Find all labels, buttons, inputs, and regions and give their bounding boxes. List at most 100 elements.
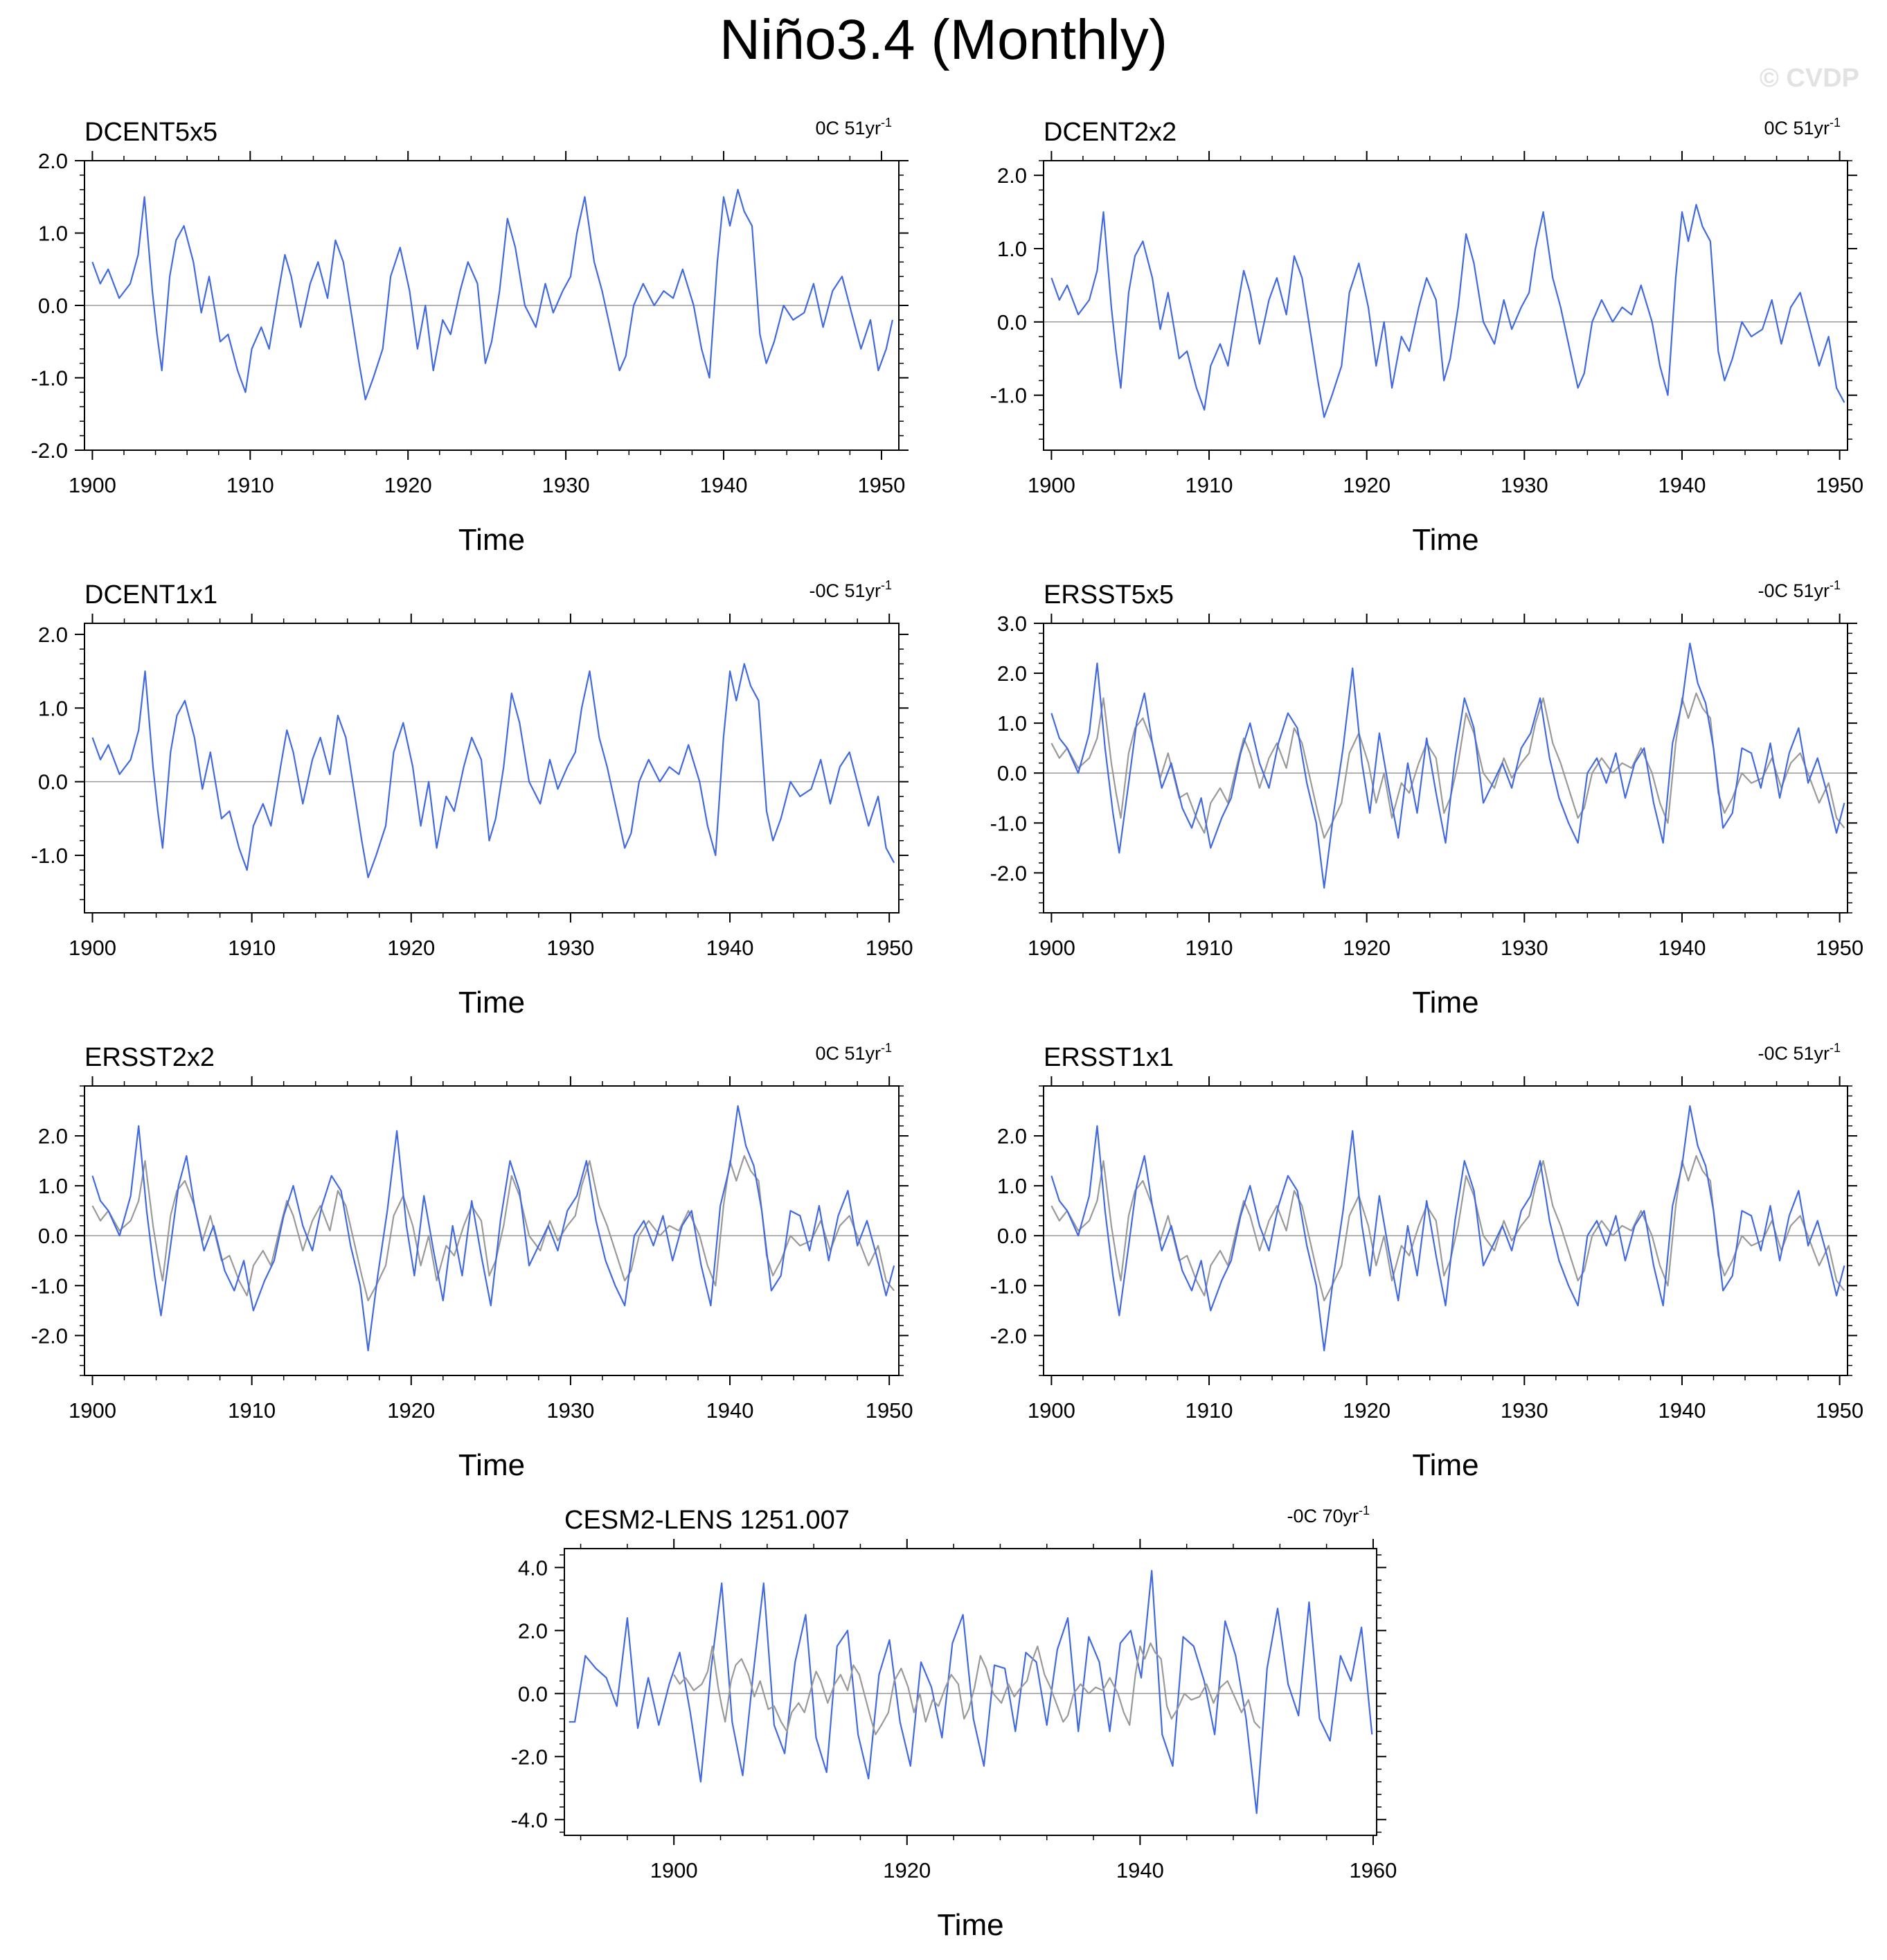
x-tick-label: 1940 [1658,473,1706,497]
x-tick-label: 1940 [700,473,748,497]
x-axis-label: Time [458,523,525,557]
panel-4: -2.0 -1.0 0.0 1.0 2.0 1900 1910 1920 1930 1940 195… [31,1041,913,1482]
y-tick-label: -1.0 [990,1274,1027,1298]
x-tick-label: 1900 [650,1858,698,1882]
y-tick-label: 0.0 [518,1682,548,1706]
y-tick-label: 1.0 [997,1174,1027,1198]
y-tick-label: 2.0 [38,1124,68,1148]
x-tick-label: 1930 [546,1398,594,1423]
x-tick-label: 1900 [1028,1398,1075,1423]
plot-frame [84,1085,900,1376]
x-axis-label: Time [458,1448,525,1482]
x-tick-label: 1900 [69,1398,116,1423]
panel-trend-superscript: -1 [1830,578,1841,592]
panel-1: -1.0 0.0 1.0 2.0 1900 1910 1920 1930 1940 1950 DCE… [990,116,1864,557]
x-tick-label: 1920 [883,1858,931,1882]
y-tick-label: 0.0 [38,770,68,794]
y-tick-label: 1.0 [38,1174,68,1198]
y-tick-label: 2.0 [38,149,68,173]
plot-frame [84,623,900,914]
x-tick-label: 1920 [387,936,435,960]
panel-title: DCENT5x5 [84,118,217,147]
panel-trend-superscript: -1 [1830,116,1841,130]
panel-2: -1.0 0.0 1.0 2.0 1900 1910 1920 1930 1940 1950 DCE… [31,578,913,1019]
y-tick-label: -1.0 [31,1274,68,1298]
series-line-1 [673,1642,1261,1736]
y-tick-label: -1.0 [31,366,68,391]
x-tick-label: 1920 [1343,1398,1390,1423]
y-tick-label: 2.0 [997,163,1027,188]
y-tick-label: -2.0 [511,1745,548,1769]
figure-title: Niño3.4 (Monthly) [719,8,1168,71]
x-tick-label: 1910 [1186,473,1233,497]
y-tick-label: -2.0 [990,1324,1027,1348]
panel-trend: -0C 51yr-1 [1758,1041,1841,1064]
series-line-0 [91,188,893,401]
y-tick-label: 1.0 [997,237,1027,261]
panel-trend-superscript: -1 [881,578,892,592]
x-tick-label: 1900 [1028,473,1075,497]
x-tick-label: 1950 [1816,1398,1863,1423]
x-tick-label: 1940 [1116,1858,1164,1882]
y-tick-label: 1.0 [997,711,1027,736]
x-tick-label: 1960 [1349,1858,1397,1882]
y-tick-label: 4.0 [518,1556,548,1580]
x-tick-label: 1920 [384,473,432,497]
x-tick-label: 1950 [1816,936,1863,960]
panel-trend-superscript: -1 [1359,1504,1370,1517]
panel-3: -2.0 -1.0 0.0 1.0 2.0 3.0 1900 1910 1920 1930 1940… [990,578,1864,1019]
y-tick-label: -1.0 [31,844,68,868]
x-tick-label: 1920 [1343,473,1390,497]
panel-title: DCENT1x1 [84,580,217,609]
x-tick-label: 1910 [226,473,274,497]
x-tick-label: 1910 [1186,936,1233,960]
y-tick-label: -2.0 [31,438,68,463]
panel-title: ERSST2x2 [84,1043,215,1072]
y-tick-label: 0.0 [997,1224,1027,1248]
y-tick-label: 0.0 [997,761,1027,785]
x-tick-label: 1930 [1501,473,1548,497]
x-tick-label: 1940 [1658,936,1706,960]
panel-trend: 0C 51yr-1 [815,1041,892,1064]
x-axis-label: Time [1412,986,1478,1019]
panel-5: -2.0 -1.0 0.0 1.0 2.0 1900 1910 1920 1930 1940 195… [990,1041,1864,1482]
series-line-0 [91,663,895,879]
series-line-0 [1050,204,1845,418]
y-tick-label: 2.0 [518,1619,548,1643]
y-tick-label: -2.0 [31,1324,68,1348]
x-tick-label: 1930 [546,936,594,960]
plot-frame [564,1548,1377,1836]
panel-trend: 0C 51yr-1 [815,116,892,139]
x-axis-label: Time [1412,1448,1478,1482]
panel-trend-superscript: -1 [881,1041,892,1055]
panel-title: DCENT2x2 [1044,118,1177,147]
x-tick-label: 1920 [387,1398,435,1423]
x-tick-label: 1900 [69,936,116,960]
y-tick-label: -1.0 [990,384,1027,408]
x-tick-label: 1940 [706,936,754,960]
x-tick-label: 1940 [706,1398,754,1423]
x-tick-label: 1900 [1028,936,1075,960]
x-tick-label: 1920 [1343,936,1390,960]
x-axis-label: Time [1412,523,1478,557]
panel-title: CESM2-LENS 1251.007 [564,1506,850,1535]
x-axis-label: Time [458,986,525,1019]
plot-frame [1043,1085,1848,1376]
panel-trend: -0C 51yr-1 [1758,578,1841,601]
y-tick-label: 1.0 [38,696,68,720]
x-tick-label: 1950 [866,936,913,960]
x-axis-label: Time [937,1908,1003,1942]
x-tick-label: 1930 [1501,936,1548,960]
series-line-1 [1050,642,1845,889]
series-line-1 [91,1105,895,1352]
panel-title: ERSST1x1 [1044,1043,1174,1072]
plot-frame [1043,160,1848,451]
x-tick-label: 1950 [857,473,905,497]
x-tick-label: 1950 [1816,473,1863,497]
watermark: © CVDP [1759,64,1859,93]
x-tick-label: 1900 [69,473,116,497]
plot-frame [1043,623,1848,914]
panel-trend-superscript: -1 [1830,1041,1841,1055]
